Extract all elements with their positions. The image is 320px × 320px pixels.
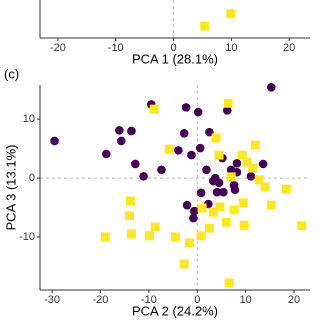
point (238, 198, 248, 208)
point (242, 157, 252, 167)
point (197, 203, 207, 213)
point (189, 213, 198, 223)
point (187, 150, 196, 160)
x-tick-label: -10 (141, 294, 157, 306)
point (260, 182, 270, 192)
point (101, 149, 111, 159)
point (219, 187, 228, 197)
x-tick-label: -30 (44, 294, 60, 306)
point (144, 231, 154, 241)
point (126, 229, 136, 239)
point (179, 259, 189, 269)
point (204, 223, 214, 233)
point (221, 217, 231, 227)
point (125, 196, 135, 206)
point (185, 238, 195, 248)
point (50, 136, 59, 146)
point (226, 165, 236, 175)
point (205, 127, 214, 137)
point (214, 150, 224, 160)
point (211, 133, 221, 143)
panel-label: (c) (4, 66, 19, 81)
point (248, 163, 258, 173)
point (222, 106, 232, 115)
point (212, 187, 222, 197)
point (266, 83, 276, 92)
point (200, 21, 210, 31)
point (170, 232, 180, 242)
x-tick-label: 10 (240, 294, 252, 306)
point (195, 143, 205, 153)
point (297, 221, 307, 231)
point (181, 103, 191, 112)
x-tick-label: -20 (93, 294, 109, 306)
x-tick-label: 10 (225, 42, 237, 54)
y-axis-label: PCA 3 (13.1%) (3, 145, 18, 231)
point (190, 206, 199, 216)
point (281, 184, 291, 194)
point (157, 165, 166, 175)
point (223, 98, 233, 108)
point (254, 175, 264, 185)
point (116, 136, 126, 146)
x-tick-label: 20 (283, 42, 295, 54)
point (237, 150, 247, 160)
point (226, 9, 236, 19)
y-tick-label: 10 (23, 113, 35, 125)
point (100, 232, 110, 242)
point (179, 129, 189, 138)
point (164, 144, 174, 154)
point (266, 200, 276, 210)
y-tick-label: 0 (29, 172, 35, 184)
point (229, 205, 239, 215)
point (239, 220, 249, 230)
x-tick-label: 20 (288, 294, 300, 306)
point (208, 176, 218, 186)
point (226, 172, 236, 182)
point (196, 231, 206, 241)
point (215, 202, 225, 212)
x-tick-label: 0 (194, 294, 200, 306)
point (131, 159, 140, 169)
point (196, 188, 206, 198)
point (139, 172, 148, 181)
point (232, 159, 242, 168)
point (224, 278, 234, 288)
point (208, 207, 218, 217)
point (193, 107, 203, 117)
x-axis-label: PCA 1 (28.1%) (132, 51, 218, 66)
x-tick-label: 0 (170, 42, 176, 54)
y-tick-label: -10 (19, 231, 35, 243)
point (182, 200, 192, 210)
point (258, 159, 268, 169)
point (246, 172, 256, 181)
point (202, 165, 211, 175)
point (127, 126, 136, 136)
point (125, 211, 135, 221)
x-tick-label: -10 (108, 42, 124, 54)
x-axis-label: PCA 2 (24.2%) (132, 303, 218, 318)
point (115, 126, 124, 135)
point (150, 222, 160, 232)
x-tick-label: -20 (50, 42, 66, 54)
point (250, 140, 260, 150)
point (149, 104, 159, 114)
point (174, 146, 183, 155)
point (230, 185, 240, 195)
